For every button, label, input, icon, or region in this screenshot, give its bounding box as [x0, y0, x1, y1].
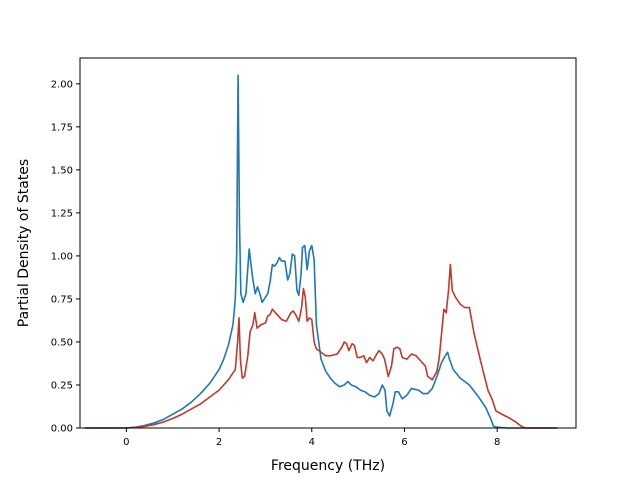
x-tick-label: 2	[216, 437, 222, 448]
y-tick-label: 1.50	[51, 165, 73, 176]
series-line-2	[84, 263, 558, 429]
x-tick-label: 6	[401, 437, 407, 448]
plot-frame	[79, 57, 577, 429]
y-tick-label: 0.75	[51, 294, 73, 305]
x-axis-ticks: 0 2 4 6 8	[123, 428, 500, 448]
y-tick-label: 2.00	[51, 79, 73, 90]
y-tick-label: 1.25	[51, 208, 73, 219]
y-axis-label: Partial Density of States	[16, 159, 32, 327]
y-tick-label: 0.25	[51, 380, 73, 391]
y-tick-label: 1.75	[51, 122, 73, 133]
x-axis-label: Frequency (THz)	[271, 458, 385, 474]
x-tick-label: 4	[309, 437, 315, 448]
series-line-1	[84, 74, 558, 429]
y-tick-label: 1.00	[51, 251, 73, 262]
y-tick-label: 0.50	[51, 337, 73, 348]
y-axis-ticks: 0.00 0.25 0.50 0.75 1.00 1.25 1.50 1.75 2.00	[51, 79, 80, 435]
y-tick-label: 0.00	[51, 424, 73, 435]
x-tick-label: 8	[494, 437, 500, 448]
x-tick-label: 0	[123, 437, 129, 448]
series-layer	[84, 74, 558, 429]
